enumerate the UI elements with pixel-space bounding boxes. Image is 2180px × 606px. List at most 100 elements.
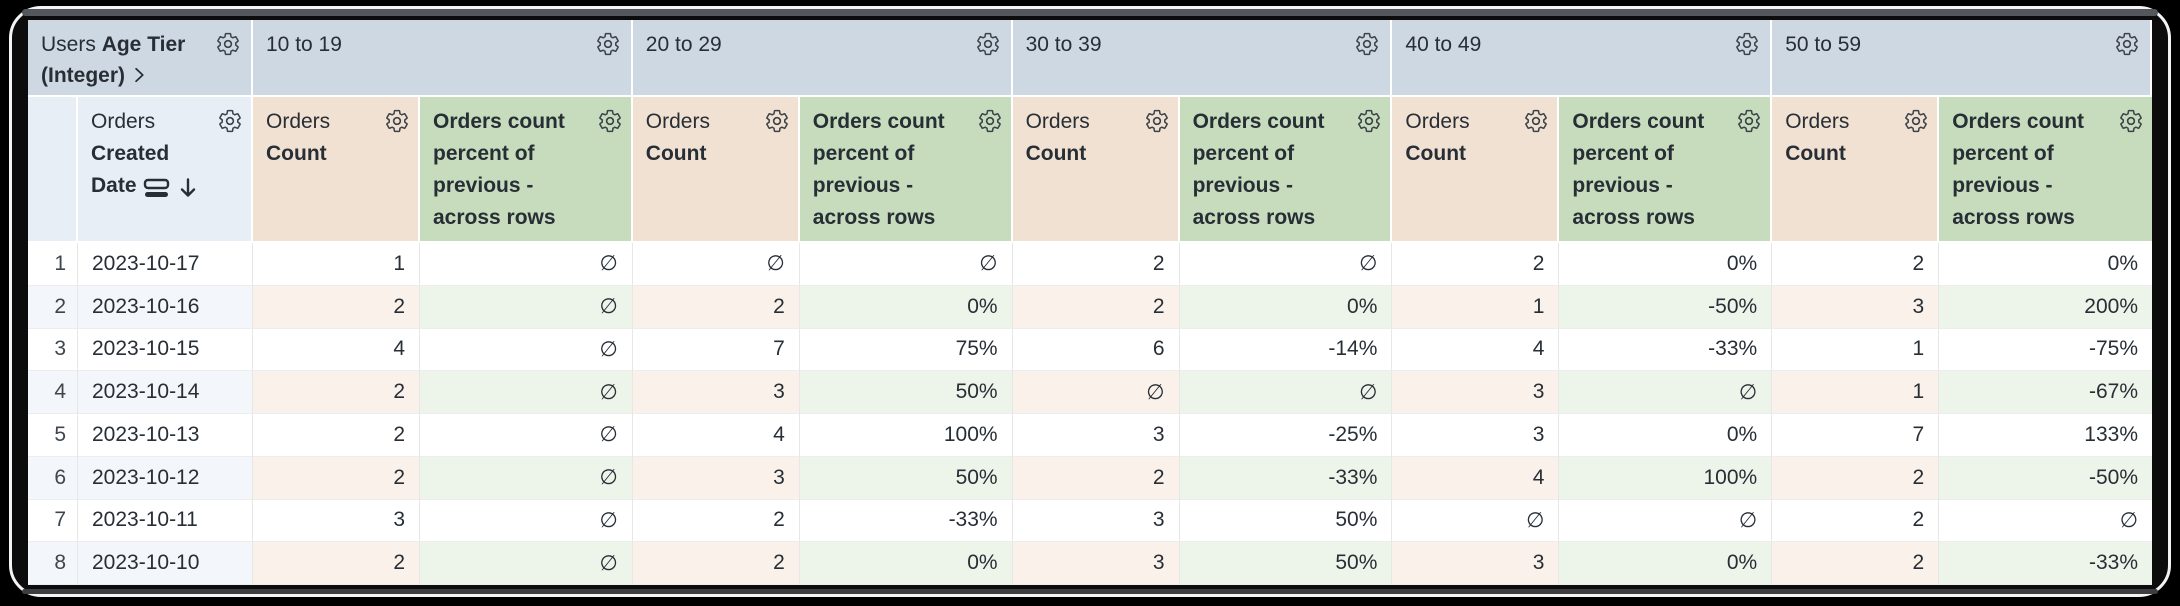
gear-icon[interactable] <box>1903 108 1929 134</box>
percent-cell[interactable]: 75% <box>799 328 1013 372</box>
count-cell[interactable]: 2 <box>1772 243 1940 286</box>
gear-icon[interactable] <box>384 108 410 134</box>
count-cell[interactable]: 3 <box>632 456 800 500</box>
count-cell[interactable]: 2 <box>253 285 420 329</box>
tier-header[interactable]: 40 to 49 <box>1392 20 1773 97</box>
count-cell[interactable]: 2 <box>1772 542 1940 585</box>
count-cell[interactable]: 4 <box>1392 328 1560 372</box>
percent-cell[interactable]: ∅ <box>1179 243 1393 286</box>
chevron-right-icon[interactable] <box>129 63 149 83</box>
percent-cell[interactable]: 0% <box>1559 414 1773 457</box>
count-cell[interactable]: 4 <box>632 414 800 457</box>
count-cell[interactable]: ∅ <box>632 243 800 286</box>
gear-icon[interactable] <box>215 31 241 57</box>
gear-icon[interactable] <box>1144 108 1170 134</box>
percent-cell[interactable]: -33% <box>799 499 1013 543</box>
gear-icon[interactable] <box>1356 108 1382 134</box>
measure-header-percent-previous[interactable]: Orders count percent of previous - acros… <box>1939 97 2152 243</box>
count-cell[interactable]: 3 <box>1012 542 1180 585</box>
measure-header-percent-previous[interactable]: Orders count percent of previous - acros… <box>799 97 1013 243</box>
count-cell[interactable]: 7 <box>632 328 800 372</box>
gear-icon[interactable] <box>1523 108 1549 134</box>
gear-icon[interactable] <box>595 31 621 57</box>
date-cell[interactable]: 2023-10-12 <box>78 456 253 500</box>
count-cell[interactable]: 6 <box>1012 328 1180 372</box>
measure-header-percent-previous[interactable]: Orders count percent of previous - acros… <box>1559 97 1773 243</box>
count-cell[interactable]: 2 <box>1012 243 1180 286</box>
gear-icon[interactable] <box>764 108 790 134</box>
gear-icon[interactable] <box>1734 31 1760 57</box>
percent-cell[interactable]: -33% <box>1939 542 2152 585</box>
count-cell[interactable]: 3 <box>253 499 420 543</box>
count-cell[interactable]: 2 <box>632 499 800 543</box>
count-cell[interactable]: 2 <box>253 414 420 457</box>
count-cell[interactable]: 1 <box>1772 371 1940 414</box>
count-cell[interactable]: ∅ <box>1392 499 1560 543</box>
date-cell[interactable]: 2023-10-15 <box>78 328 253 372</box>
measure-header-orders-count[interactable]: Orders Count <box>253 97 420 243</box>
date-cell[interactable]: 2023-10-11 <box>78 499 253 543</box>
percent-cell[interactable]: 133% <box>1939 414 2152 457</box>
count-cell[interactable]: ∅ <box>1012 371 1180 414</box>
count-cell[interactable]: 3 <box>1012 414 1180 457</box>
count-cell[interactable]: 2 <box>253 371 420 414</box>
gear-icon[interactable] <box>977 108 1003 134</box>
percent-cell[interactable]: ∅ <box>420 328 633 372</box>
date-cell[interactable]: 2023-10-13 <box>78 414 253 457</box>
percent-cell[interactable]: ∅ <box>420 243 633 286</box>
percent-cell[interactable]: 50% <box>799 456 1013 500</box>
count-cell[interactable]: 3 <box>1392 414 1560 457</box>
percent-cell[interactable]: ∅ <box>420 371 633 414</box>
percent-cell[interactable]: -67% <box>1939 371 2152 414</box>
date-cell[interactable]: 2023-10-10 <box>78 542 253 585</box>
percent-cell[interactable]: 0% <box>1559 243 1773 286</box>
tier-header[interactable]: 20 to 29 <box>632 20 1013 97</box>
count-cell[interactable]: 3 <box>1392 371 1560 414</box>
percent-cell[interactable]: 100% <box>799 414 1013 457</box>
count-cell[interactable]: 2 <box>1012 456 1180 500</box>
date-cell[interactable]: 2023-10-17 <box>78 243 253 286</box>
percent-cell[interactable]: ∅ <box>1559 371 1773 414</box>
percent-cell[interactable]: ∅ <box>1179 371 1393 414</box>
gear-icon[interactable] <box>2118 108 2144 134</box>
percent-cell[interactable]: 50% <box>1179 542 1393 585</box>
percent-cell[interactable]: 200% <box>1939 285 2152 329</box>
percent-cell[interactable]: -50% <box>1939 456 2152 500</box>
gear-icon[interactable] <box>217 108 243 134</box>
percent-cell[interactable]: -33% <box>1559 328 1773 372</box>
count-cell[interactable]: 2 <box>632 542 800 585</box>
count-cell[interactable]: 1 <box>253 243 420 286</box>
count-cell[interactable]: 2 <box>632 285 800 329</box>
percent-cell[interactable]: ∅ <box>420 542 633 585</box>
percent-cell[interactable]: 0% <box>1939 243 2152 286</box>
measure-header-percent-previous[interactable]: Orders count percent of previous - acros… <box>1179 97 1393 243</box>
percent-cell[interactable]: -25% <box>1179 414 1393 457</box>
count-cell[interactable]: 3 <box>1012 499 1180 543</box>
count-cell[interactable]: 2 <box>1772 499 1940 543</box>
count-cell[interactable]: 7 <box>1772 414 1940 457</box>
percent-cell[interactable]: ∅ <box>1939 499 2152 543</box>
count-cell[interactable]: 1 <box>1392 285 1560 329</box>
count-cell[interactable]: 3 <box>1392 542 1560 585</box>
date-cell[interactable]: 2023-10-14 <box>78 371 253 414</box>
percent-cell[interactable]: ∅ <box>420 499 633 543</box>
measure-header-percent-previous[interactable]: Orders count percent of previous - acros… <box>420 97 633 243</box>
gear-icon[interactable] <box>975 31 1001 57</box>
tier-header[interactable]: 10 to 19 <box>253 20 633 97</box>
count-cell[interactable]: 3 <box>632 371 800 414</box>
count-cell[interactable]: 2 <box>1392 243 1560 286</box>
percent-cell[interactable]: ∅ <box>799 243 1013 286</box>
pivot-field-header[interactable]: Users Age Tier (Integer) <box>28 20 253 97</box>
count-cell[interactable]: 2 <box>253 542 420 585</box>
percent-cell[interactable]: ∅ <box>1559 499 1773 543</box>
count-cell[interactable]: 2 <box>1772 456 1940 500</box>
percent-cell[interactable]: 0% <box>799 542 1013 585</box>
date-cell[interactable]: 2023-10-16 <box>78 285 253 329</box>
gear-icon[interactable] <box>1736 108 1762 134</box>
percent-cell[interactable]: -33% <box>1179 456 1393 500</box>
count-cell[interactable]: 1 <box>1772 328 1940 372</box>
percent-cell[interactable]: ∅ <box>420 414 633 457</box>
gear-icon[interactable] <box>597 108 623 134</box>
percent-cell[interactable]: 0% <box>1559 542 1773 585</box>
measure-header-orders-count[interactable]: Orders Count <box>1392 97 1560 243</box>
